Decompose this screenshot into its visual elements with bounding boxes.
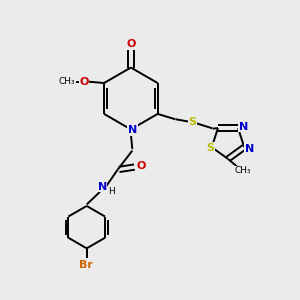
Text: N: N bbox=[245, 144, 254, 154]
Text: N: N bbox=[128, 125, 137, 135]
Text: N: N bbox=[98, 182, 107, 191]
Text: O: O bbox=[80, 76, 89, 86]
Text: O: O bbox=[126, 39, 136, 49]
Text: O: O bbox=[136, 161, 146, 171]
Text: CH₃: CH₃ bbox=[234, 166, 251, 175]
Text: H: H bbox=[108, 187, 115, 196]
Text: CH₃: CH₃ bbox=[59, 77, 75, 86]
Text: S: S bbox=[206, 143, 214, 153]
Text: N: N bbox=[239, 122, 248, 132]
Text: S: S bbox=[188, 117, 196, 127]
Text: Br: Br bbox=[79, 260, 93, 269]
